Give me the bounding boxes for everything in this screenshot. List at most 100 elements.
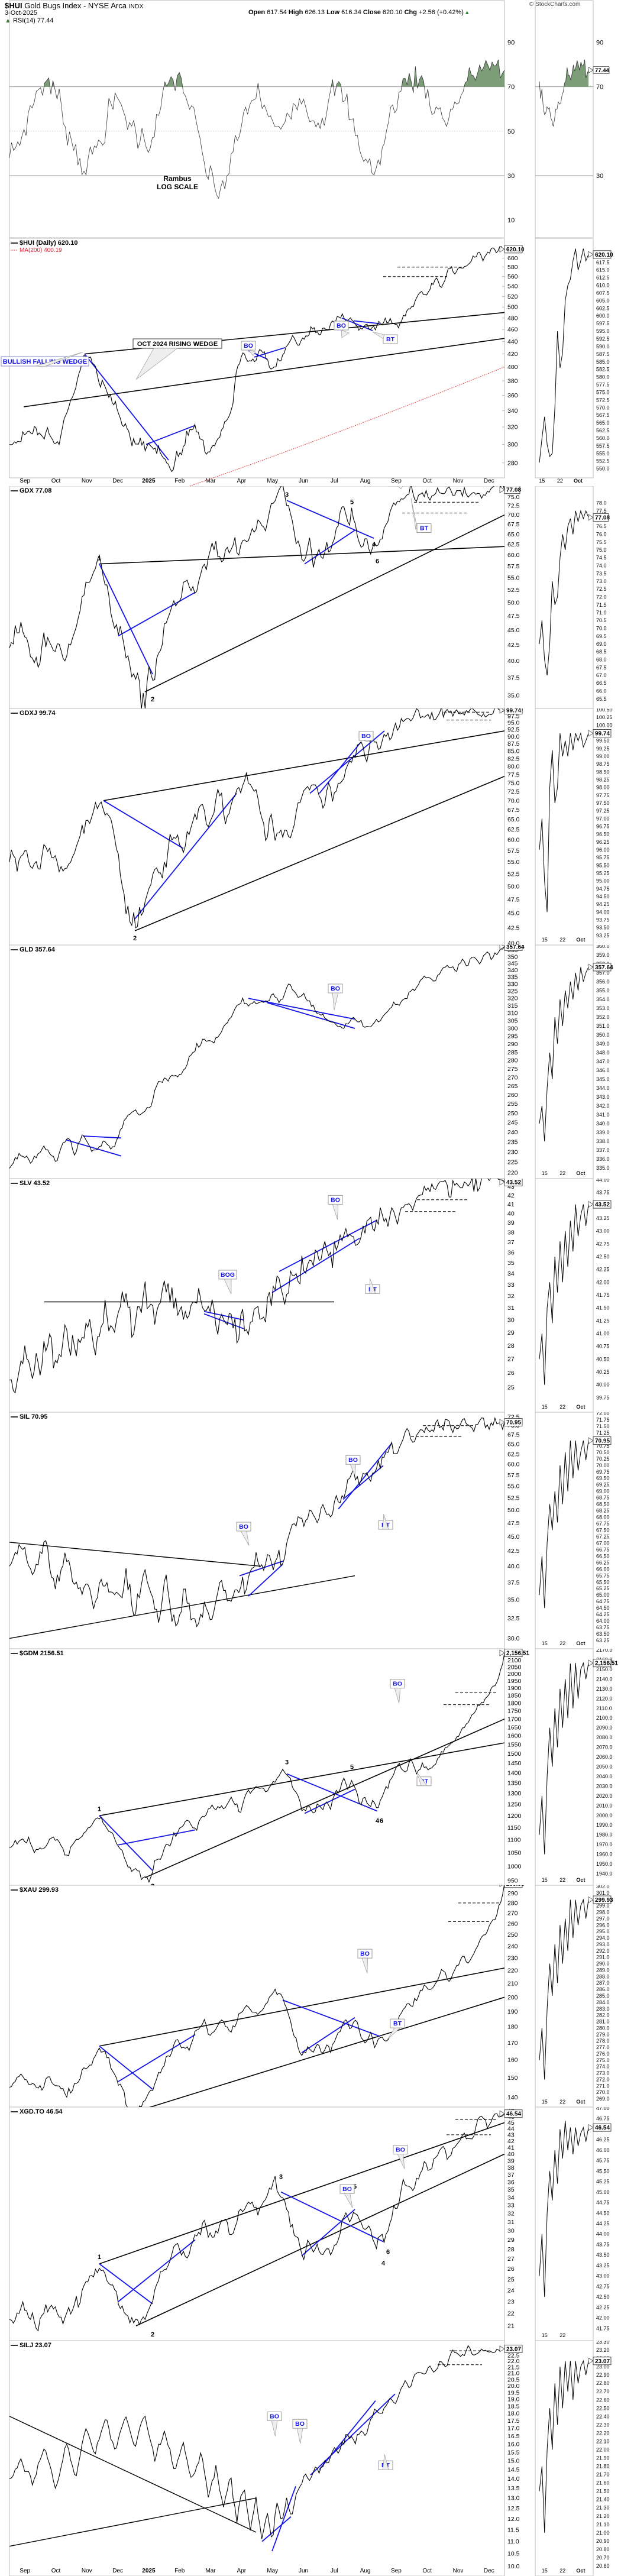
svg-text:40.0: 40.0	[507, 1563, 520, 1570]
svg-text:BO: BO	[360, 1950, 370, 1957]
svg-text:43.52: 43.52	[595, 1202, 610, 1208]
svg-text:572.5: 572.5	[596, 397, 610, 403]
svg-text:18.0: 18.0	[507, 2410, 520, 2418]
svg-text:71.0: 71.0	[596, 610, 607, 616]
svg-text:87.5: 87.5	[507, 740, 520, 747]
svg-text:520: 520	[507, 293, 518, 300]
svg-text:349.0: 349.0	[596, 1041, 610, 1047]
svg-text:26: 26	[507, 1370, 515, 1377]
svg-text:170: 170	[507, 2040, 518, 2047]
svg-text:43.00: 43.00	[596, 1228, 610, 1234]
svg-text:22.50: 22.50	[596, 2405, 610, 2411]
svg-text:293.0: 293.0	[596, 1941, 610, 1947]
svg-text:440: 440	[507, 338, 518, 345]
svg-text:950: 950	[507, 1878, 518, 1885]
svg-text:Apr: Apr	[237, 478, 247, 484]
svg-text:62.5: 62.5	[507, 826, 520, 833]
svg-text:597.5: 597.5	[596, 321, 610, 326]
svg-text:90: 90	[507, 39, 515, 46]
svg-text:27: 27	[507, 2255, 515, 2263]
svg-text:420: 420	[507, 351, 518, 358]
svg-text:1200: 1200	[507, 1813, 522, 1820]
svg-text:2: 2	[151, 696, 154, 703]
svg-text:94.50: 94.50	[596, 894, 610, 899]
svg-text:100.25: 100.25	[596, 714, 613, 720]
svg-text:21.20: 21.20	[596, 2513, 610, 2519]
svg-text:77.44: 77.44	[595, 67, 609, 74]
svg-text:230: 230	[507, 1148, 518, 1156]
svg-text:28: 28	[507, 1342, 515, 1350]
svg-text:33: 33	[507, 1281, 515, 1289]
svg-text:40: 40	[507, 1210, 515, 1217]
svg-text:75.5: 75.5	[596, 539, 607, 545]
svg-text:14.5: 14.5	[507, 2467, 520, 2474]
svg-text:37.5: 37.5	[507, 1579, 520, 1586]
svg-text:50.0: 50.0	[507, 1507, 520, 1514]
svg-text:294.0: 294.0	[596, 1935, 610, 1941]
svg-text:42.75: 42.75	[596, 2283, 610, 2289]
svg-text:68.75: 68.75	[596, 1495, 610, 1501]
svg-text:46.54: 46.54	[506, 2111, 521, 2118]
svg-text:BO: BO	[348, 1457, 358, 1464]
svg-text:50: 50	[507, 128, 515, 135]
svg-text:MA(200) 400.19: MA(200) 400.19	[20, 247, 62, 254]
svg-text:45.0: 45.0	[507, 1533, 520, 1541]
svg-text:360: 360	[507, 392, 518, 399]
svg-text:94.25: 94.25	[596, 901, 610, 907]
svg-text:Nov: Nov	[82, 2568, 92, 2574]
svg-text:1450: 1450	[507, 1760, 522, 1767]
svg-text:22: 22	[559, 1170, 565, 1176]
svg-text:44.75: 44.75	[596, 2200, 610, 2206]
svg-text:30: 30	[507, 2228, 515, 2235]
svg-text:567.5: 567.5	[596, 412, 610, 418]
svg-text:1: 1	[98, 2254, 101, 2261]
svg-text:2,156.51: 2,156.51	[595, 1661, 618, 1667]
svg-text:550.0: 550.0	[596, 466, 610, 472]
svg-text:30: 30	[507, 1317, 515, 1324]
svg-text:SIL 70.95: SIL 70.95	[20, 1413, 48, 1420]
svg-text:300: 300	[507, 1025, 518, 1033]
svg-text:100.00: 100.00	[596, 722, 613, 728]
svg-text:Nov: Nov	[453, 478, 464, 484]
svg-text:32: 32	[507, 2211, 515, 2218]
svg-text:260: 260	[507, 1921, 518, 1928]
svg-text:72.00: 72.00	[596, 1412, 610, 1416]
svg-text:37.5: 37.5	[507, 674, 520, 681]
svg-text:1650: 1650	[507, 1724, 522, 1731]
svg-text:24: 24	[507, 2287, 515, 2294]
svg-text:600.0: 600.0	[596, 313, 610, 319]
svg-text:273.0: 273.0	[596, 2070, 610, 2076]
svg-text:Oct: Oct	[422, 478, 432, 484]
svg-text:97.50: 97.50	[596, 800, 610, 806]
svg-text:22: 22	[559, 1404, 565, 1410]
svg-text:47.5: 47.5	[507, 613, 520, 620]
svg-text:BOG: BOG	[221, 1271, 235, 1279]
svg-text:290: 290	[507, 1041, 518, 1048]
svg-text:6: 6	[386, 2248, 390, 2255]
svg-text:60.0: 60.0	[507, 552, 520, 559]
svg-text:70.5: 70.5	[596, 617, 607, 623]
svg-text:1980.0: 1980.0	[596, 1832, 613, 1838]
svg-text:95.00: 95.00	[596, 878, 610, 884]
svg-text:1: 1	[98, 1805, 101, 1813]
svg-text:279.0: 279.0	[596, 2031, 610, 2037]
svg-text:2170.0: 2170.0	[596, 1649, 613, 1653]
svg-text:290.0: 290.0	[596, 1961, 610, 1967]
svg-text:90: 90	[596, 39, 603, 46]
svg-text:230: 230	[507, 1955, 518, 1962]
svg-text:85.0: 85.0	[507, 748, 520, 755]
svg-text:71.5: 71.5	[596, 602, 607, 608]
svg-text:Jun: Jun	[299, 478, 308, 484]
svg-text:69.00: 69.00	[596, 1488, 610, 1494]
svg-text:16.0: 16.0	[507, 2441, 520, 2448]
svg-text:46.75: 46.75	[596, 2116, 610, 2122]
svg-text:21.30: 21.30	[596, 2505, 610, 2511]
svg-text:69.75: 69.75	[596, 1469, 610, 1475]
svg-text:348.0: 348.0	[596, 1050, 610, 1056]
svg-text:282.0: 282.0	[596, 2012, 610, 2018]
svg-text:41.75: 41.75	[596, 2325, 610, 2331]
svg-text:21.00: 21.00	[596, 2530, 610, 2536]
svg-text:67.75: 67.75	[596, 1521, 610, 1527]
svg-text:Oct: Oct	[576, 1404, 585, 1410]
svg-text:352.0: 352.0	[596, 1014, 610, 1020]
